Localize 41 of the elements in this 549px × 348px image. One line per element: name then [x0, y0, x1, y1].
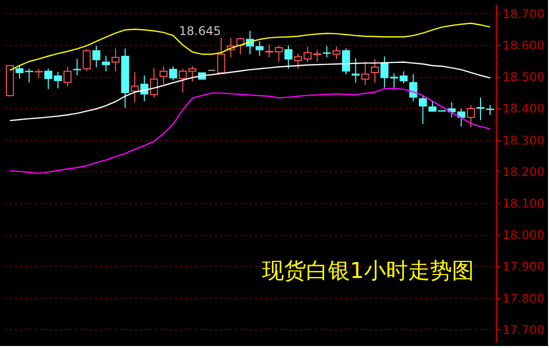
y-tick-label: 18.000: [502, 228, 544, 242]
candlestick: [476, 97, 484, 121]
candlestick: [34, 68, 43, 78]
candlestick: [322, 46, 331, 58]
y-tick-label: 18.600: [502, 38, 544, 53]
candlestick: [342, 48, 350, 75]
candlestick: [265, 44, 274, 58]
y-tick-label: 18.500: [502, 70, 544, 84]
candlestick: [486, 104, 494, 116]
candlestick: [130, 71, 139, 103]
candlestick: [274, 44, 283, 62]
candlestick: [457, 108, 466, 128]
candlestick: [361, 60, 370, 86]
candlestick: [102, 55, 110, 72]
candlestick: [284, 44, 292, 70]
candlestick: [169, 66, 178, 81]
candlestick: [160, 66, 168, 85]
candlestick: [332, 46, 340, 60]
candlestick: [92, 46, 100, 68]
candlestick: [236, 37, 244, 55]
y-tick-label: 18.400: [502, 102, 544, 116]
candlestick: [217, 37, 226, 74]
candlestick: [140, 74, 148, 102]
candlestick: [82, 48, 91, 72]
y-tick-label: 18.700: [502, 6, 544, 21]
annotation: 18.645: [179, 24, 222, 38]
candlestick: [466, 104, 475, 128]
candlestick: [64, 66, 72, 87]
y-tick-label: 18.200: [502, 164, 544, 179]
candlestick: [352, 58, 360, 84]
candlestick: [112, 48, 120, 72]
text: 现货白银1小时走势图: [262, 259, 474, 284]
y-tick-label: 17.800: [502, 291, 544, 306]
candlestick: [409, 74, 418, 102]
candlestick: [418, 94, 427, 125]
candlestick: [150, 68, 158, 98]
y-tick-label: 17.700: [502, 322, 544, 337]
y-tick-label: 18.100: [502, 196, 544, 211]
y-tick-label: 17.900: [502, 260, 544, 274]
candlestick: [370, 58, 379, 84]
y-tick-label: 18.300: [502, 133, 544, 148]
